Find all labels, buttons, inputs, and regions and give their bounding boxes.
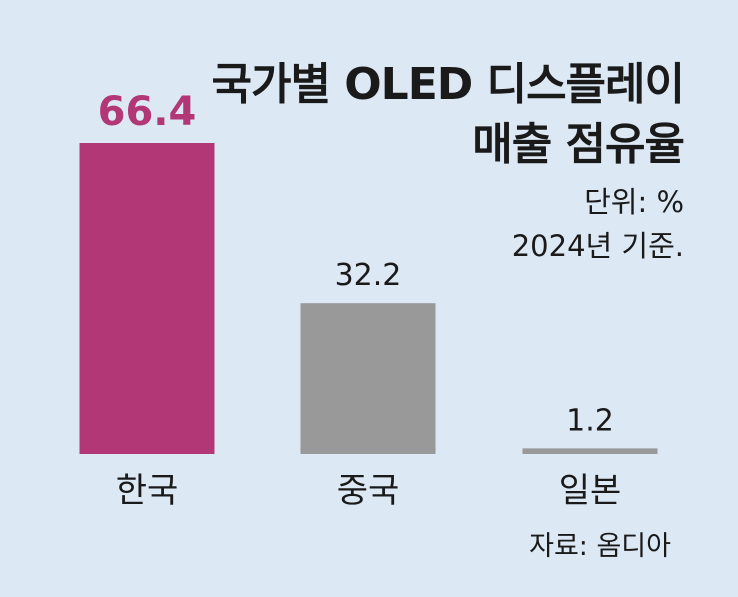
category-label-2: 중국 xyxy=(337,471,400,511)
value-label-3: 1.2 xyxy=(566,403,614,438)
value-label-1: 66.4 xyxy=(98,89,197,135)
value-label-2: 32.2 xyxy=(335,258,402,293)
chart-title-line-2: 매출 점유율 xyxy=(472,119,685,170)
source-label: 자료: 옴디아 xyxy=(529,531,671,562)
bar-3 xyxy=(522,448,658,454)
category-label-1: 한국 xyxy=(116,471,179,511)
chart-title-line-1: 국가별 OLED 디스플레이 xyxy=(211,59,685,110)
category-label-3: 일본 xyxy=(559,471,622,511)
bar-2 xyxy=(300,303,436,454)
basis-label: 2024년 기준. xyxy=(511,229,684,263)
unit-label: 단위: % xyxy=(584,185,684,219)
chart-title: 국가별 OLED 디스플레이 매출 점유율 xyxy=(212,55,685,175)
bar-1 xyxy=(79,143,215,454)
chart-meta: 단위: % 2024년 기준. xyxy=(512,180,684,268)
